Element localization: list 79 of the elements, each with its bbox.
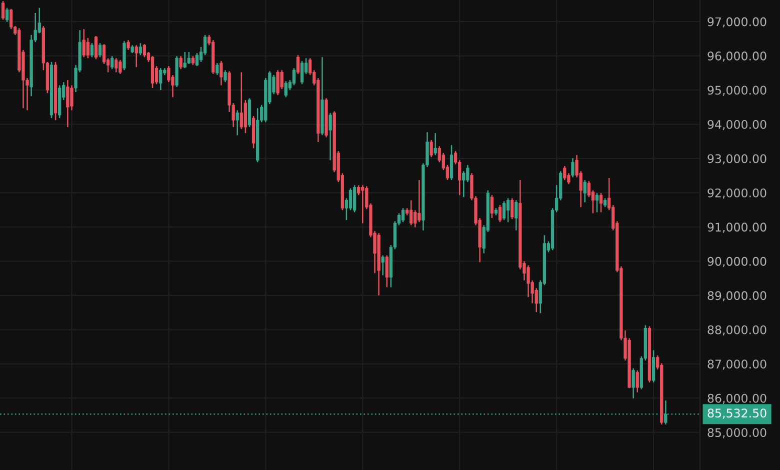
- candlestick: [632, 368, 635, 400]
- candlestick: [514, 200, 518, 232]
- candlestick: [502, 200, 506, 221]
- y-tick-label: 90,000.00: [708, 256, 766, 268]
- y-tick-label: 95,000.00: [708, 86, 766, 96]
- candlestick: [66, 79, 70, 128]
- candlestick: [510, 198, 514, 220]
- candlestick: [418, 179, 421, 223]
- candlestick: [462, 170, 466, 198]
- y-tick-label: 88,000.00: [708, 325, 766, 336]
- candlestick: [110, 56, 114, 70]
- candlestick: [490, 194, 494, 219]
- candlestick: [203, 34, 207, 56]
- candlestick: [216, 62, 219, 76]
- y-tick-label: 93,000.00: [708, 154, 766, 164]
- candlestick: [98, 42, 102, 58]
- candlestick: [430, 139, 433, 158]
- candlestick: [134, 44, 138, 68]
- candlestick: [102, 44, 106, 65]
- candlestick: [6, 7, 9, 23]
- candlestick: [90, 42, 94, 58]
- candlestick: [244, 99, 248, 134]
- candlestick: [583, 179, 586, 203]
- candlestick: [410, 200, 413, 226]
- y-tick-label: 86,000.00: [708, 394, 766, 404]
- candlestick: [328, 112, 332, 161]
- candlestick: [636, 370, 639, 393]
- candlestick: [220, 60, 223, 86]
- candlestick: [563, 165, 566, 181]
- candlestick: [138, 42, 142, 56]
- candlestick: [300, 60, 304, 85]
- candlestick: [506, 198, 510, 223]
- y-tick-label: 96,000.00: [708, 52, 766, 62]
- candlestick: [126, 39, 130, 51]
- candlestick: [82, 28, 86, 58]
- candlestick: [195, 52, 199, 67]
- y-tick-label: 97,000.00: [708, 17, 766, 28]
- candlestick: [595, 192, 599, 213]
- candlestick: [276, 70, 280, 96]
- candlestick: [224, 70, 227, 83]
- candlestick: [183, 51, 186, 69]
- candlestick: [381, 254, 384, 276]
- y-tick-label: 94,000.00: [708, 120, 766, 130]
- candlestick: [361, 184, 364, 224]
- candlestick: [187, 51, 190, 65]
- y-tick-label: 91,000.00: [708, 222, 766, 233]
- candlestick: [240, 72, 243, 130]
- candlestick: [142, 44, 146, 58]
- candlestick: [70, 84, 74, 111]
- candlestick: [571, 158, 574, 178]
- candlestick: [357, 184, 360, 196]
- candlestick: [352, 184, 356, 213]
- candlestick: [450, 144, 454, 181]
- candlestick: [94, 35, 98, 60]
- candlestick: [284, 80, 288, 98]
- candlestick: [280, 70, 284, 90]
- candlestick: [118, 59, 122, 75]
- candlestick: [159, 67, 162, 91]
- ref-line-label: 85,532.50: [708, 408, 766, 419]
- candlestick: [385, 254, 388, 288]
- candlestick: [236, 110, 239, 136]
- candlestick: [498, 204, 502, 223]
- candlestick: [401, 208, 405, 223]
- candlestick: [434, 132, 437, 156]
- candlestick: [296, 54, 300, 75]
- y-tick-label: 92,000.00: [708, 188, 766, 199]
- y-tick-label: 89,000.00: [708, 291, 766, 302]
- candlestick: [587, 180, 590, 198]
- candlestick: [652, 350, 656, 383]
- candlestick: [292, 67, 296, 86]
- candlestick: [10, 8, 13, 30]
- candlestick: [1, 0, 5, 20]
- candlestick: [599, 192, 603, 213]
- candlestick: [86, 37, 90, 59]
- candlestick: [348, 188, 352, 211]
- y-tick-label: 85,000.00: [708, 428, 766, 438]
- y-tick-label: 87,000.00: [708, 360, 766, 370]
- candlestick: [114, 58, 118, 73]
- candlestick: [179, 56, 182, 70]
